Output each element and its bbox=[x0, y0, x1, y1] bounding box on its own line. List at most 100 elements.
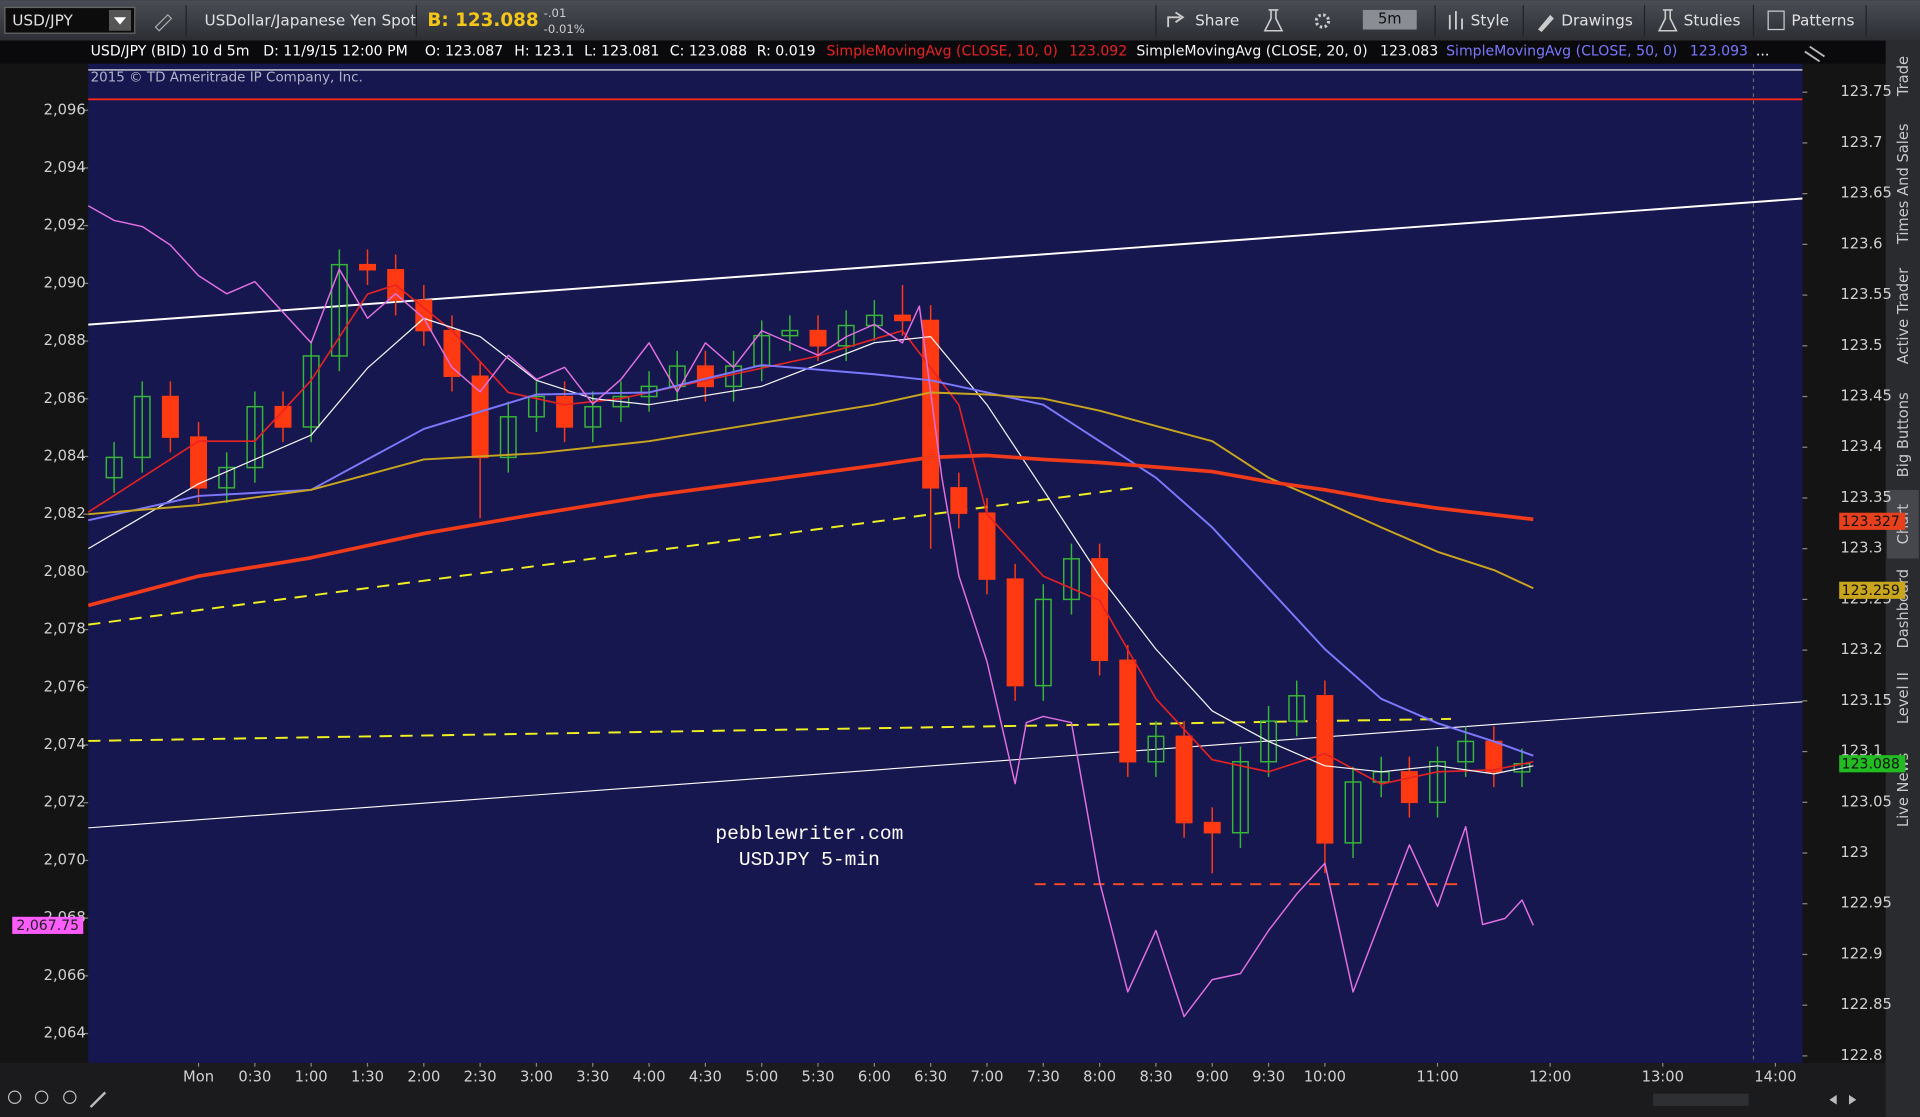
studies-icon[interactable] bbox=[1657, 9, 1678, 32]
patterns-button[interactable]: Patterns bbox=[1791, 11, 1854, 29]
toolbar bbox=[0, 0, 1920, 41]
side-tab[interactable]: Dashboard bbox=[1895, 569, 1912, 649]
drawings-button[interactable]: Drawings bbox=[1561, 11, 1633, 29]
x-tick-label: 4:30 bbox=[689, 1069, 722, 1086]
candle-body bbox=[161, 395, 179, 438]
y2-tick-label: 2,064 bbox=[44, 1025, 86, 1042]
candle-body bbox=[865, 314, 883, 327]
price-tag-label: 123.088 bbox=[1842, 756, 1900, 772]
timeframe-box[interactable] bbox=[1362, 9, 1417, 30]
x-tick-label: 7:30 bbox=[1027, 1069, 1060, 1086]
y2-tick-label: 2,096 bbox=[44, 101, 86, 118]
flask-icon[interactable] bbox=[1263, 9, 1284, 32]
x-tick-label: 6:00 bbox=[858, 1069, 891, 1086]
candle-body bbox=[218, 466, 236, 489]
dropdown-arrow bbox=[113, 17, 127, 25]
x-tick-label: 5:30 bbox=[802, 1069, 835, 1086]
patterns-icon[interactable] bbox=[1767, 10, 1785, 31]
draw-tool[interactable] bbox=[89, 1091, 107, 1108]
price-tag bbox=[1839, 512, 1906, 530]
candle-body bbox=[274, 405, 292, 428]
price-tag-label: 123.327 bbox=[1842, 514, 1900, 530]
zoom-in[interactable] bbox=[34, 1090, 49, 1105]
y-tick-label: 123.65 bbox=[1840, 185, 1891, 202]
candle-body bbox=[1344, 781, 1362, 844]
x-tick-label: 1:30 bbox=[351, 1069, 384, 1086]
candle-body bbox=[1231, 760, 1249, 834]
side-tab[interactable]: Trade bbox=[1895, 56, 1912, 97]
y2-tick-label: 2,092 bbox=[44, 217, 86, 234]
copyright: 2015 © TD Ameritrade IP Company, Inc. bbox=[91, 70, 363, 85]
x-tick-label: 8:30 bbox=[1139, 1069, 1172, 1086]
side-tab[interactable]: Big Buttons bbox=[1895, 392, 1912, 477]
indicator-line bbox=[88, 391, 1534, 590]
link-icon[interactable] bbox=[154, 13, 173, 32]
style-icon[interactable] bbox=[1448, 11, 1463, 30]
x-tick-label: 2:00 bbox=[407, 1069, 440, 1086]
price-tag-label: 123.259 bbox=[1842, 583, 1900, 599]
indicator-line bbox=[88, 364, 1534, 757]
change-pct: -0.01% bbox=[544, 22, 585, 36]
x-tick-label: 14:00 bbox=[1754, 1069, 1796, 1086]
header-high: H: 123.1 bbox=[514, 44, 574, 60]
candle-body bbox=[1457, 740, 1475, 763]
side-tab[interactable]: Times And Sales bbox=[1895, 123, 1912, 245]
y2-tag bbox=[12, 916, 84, 934]
y-tick-label: 123 bbox=[1840, 844, 1868, 861]
indicator-line bbox=[88, 205, 1534, 1018]
legend-entry: SimpleMovingAvg (CLOSE, 20, 0) bbox=[1136, 44, 1367, 60]
zoom-out[interactable] bbox=[63, 1090, 77, 1105]
studies-button[interactable]: Studies bbox=[1684, 11, 1741, 29]
candle-body bbox=[556, 395, 574, 428]
side-tab[interactable]: Active Trader bbox=[1895, 267, 1912, 364]
x-tick-label: 3:30 bbox=[576, 1069, 609, 1086]
legend-value: 123.083 bbox=[1380, 44, 1438, 60]
side-tab[interactable]: Level II bbox=[1895, 672, 1912, 724]
header-open: O: 123.087 bbox=[425, 44, 503, 60]
candle-body bbox=[1429, 760, 1446, 804]
candle-body bbox=[1034, 598, 1052, 687]
candle-body bbox=[527, 395, 545, 418]
zoom-reset[interactable] bbox=[7, 1090, 22, 1105]
y-tick-label: 123.6 bbox=[1840, 235, 1882, 252]
y2-tick-label: 2,078 bbox=[44, 621, 86, 638]
bid: B: 123.088 bbox=[427, 10, 538, 31]
y-tick-label: 122.95 bbox=[1840, 895, 1891, 912]
share-button[interactable]: Share bbox=[1195, 11, 1239, 29]
candle-body bbox=[950, 487, 968, 514]
legend-value: 123.092 bbox=[1069, 44, 1127, 60]
header-more[interactable]: ... bbox=[1756, 44, 1769, 60]
y2-tick-label: 2,072 bbox=[44, 794, 86, 811]
x-tick-label: 6:30 bbox=[914, 1069, 947, 1086]
legend-entry: SimpleMovingAvg (CLOSE, 50, 0) bbox=[1446, 44, 1677, 60]
settings-icon[interactable] bbox=[1314, 13, 1331, 29]
candle-body bbox=[1203, 821, 1221, 834]
candle-body bbox=[837, 324, 855, 347]
style-button[interactable]: Style bbox=[1471, 11, 1509, 29]
right-axis-area bbox=[1802, 63, 1886, 1063]
timeframe[interactable]: 5m bbox=[1378, 11, 1402, 28]
candle-body bbox=[133, 395, 151, 459]
candle-body bbox=[781, 329, 799, 337]
expand-icon[interactable] bbox=[1804, 45, 1825, 63]
scrollbar[interactable] bbox=[1653, 1093, 1749, 1106]
y-tick-label: 123.45 bbox=[1840, 388, 1891, 405]
candle-body bbox=[1119, 659, 1137, 763]
scroll-arrows[interactable] bbox=[1829, 1094, 1857, 1105]
candle-body bbox=[696, 365, 714, 388]
trendline bbox=[88, 717, 1452, 742]
y2-tick-label: 2,086 bbox=[44, 390, 86, 407]
y2-tick-label: 2,066 bbox=[44, 967, 86, 984]
candle-body bbox=[330, 263, 348, 357]
candle-body bbox=[302, 355, 320, 428]
y2-tick-label: 2,094 bbox=[44, 159, 86, 176]
symbol[interactable]: USD/JPY bbox=[12, 11, 73, 29]
x-tick-label: 11:00 bbox=[1416, 1069, 1458, 1086]
x-tick-label: 4:00 bbox=[633, 1069, 666, 1086]
y2-tick-label: 2,090 bbox=[44, 274, 86, 291]
header-range: R: 0.019 bbox=[757, 44, 816, 60]
drawings-icon[interactable] bbox=[1537, 14, 1554, 32]
candle-body bbox=[612, 395, 630, 408]
share-icon[interactable] bbox=[1167, 11, 1185, 28]
